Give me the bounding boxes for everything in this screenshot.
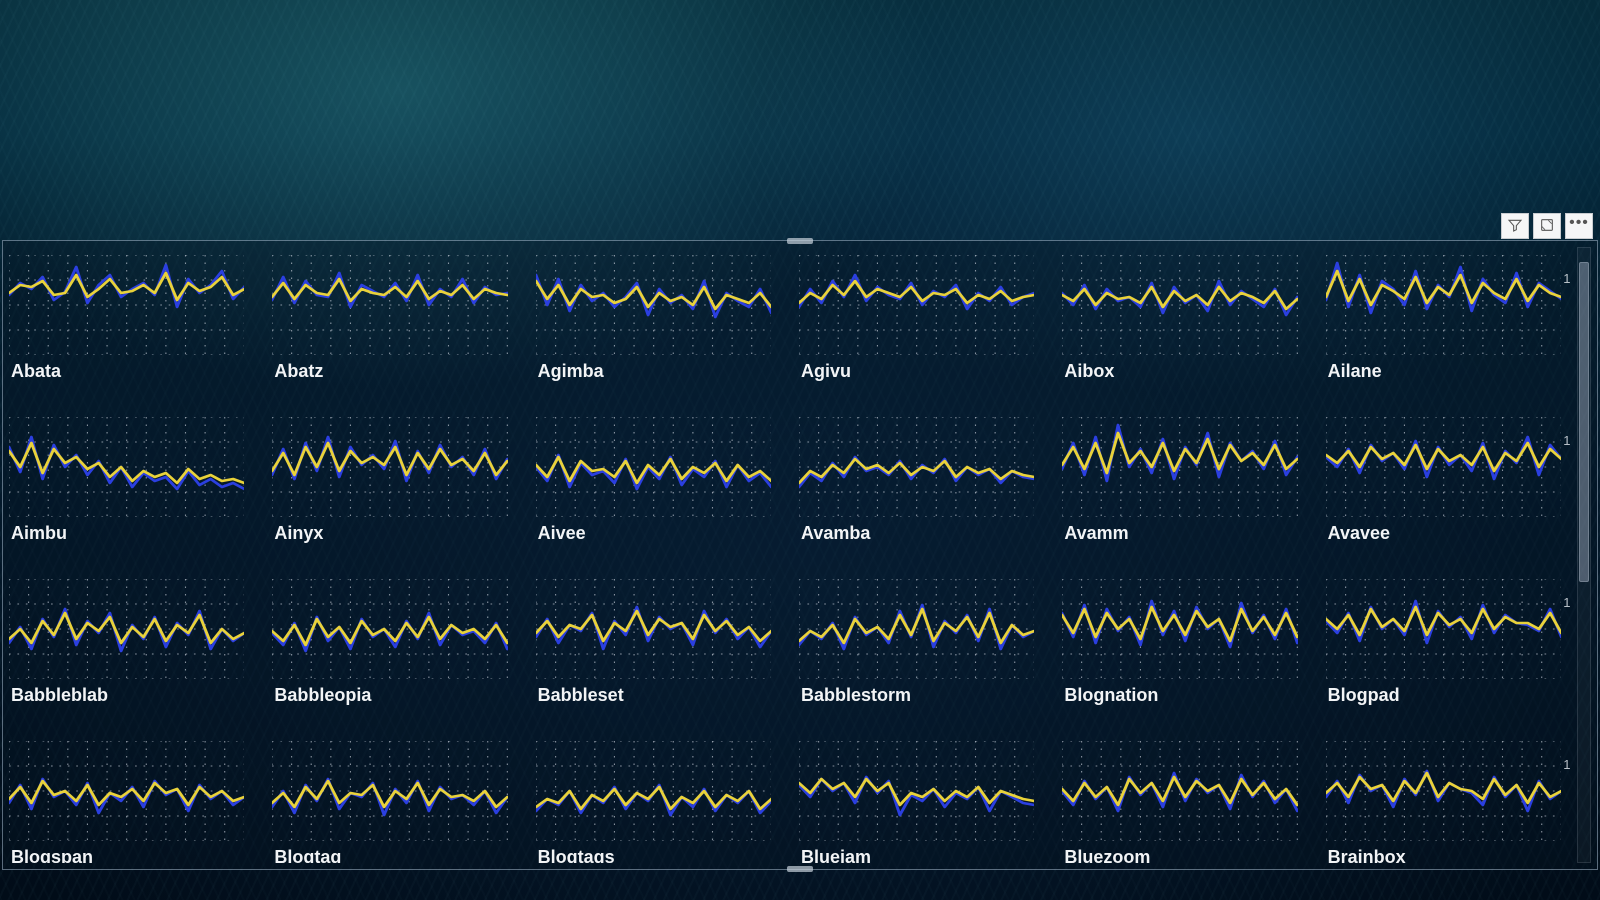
sparkline-cell[interactable]: Aibox: [1062, 249, 1297, 405]
sparkline-cell[interactable]: Babbleblab: [9, 573, 244, 729]
sparkline-cell[interactable]: Bluezoom: [1062, 735, 1297, 863]
sparkline-label: Babbleblab: [11, 685, 108, 706]
sparkline-label: Agimba: [538, 361, 604, 382]
sparkline-chart: [799, 255, 1034, 355]
sparkline-cell[interactable]: Ainyx: [272, 411, 507, 567]
sparkline-label: Abatz: [274, 361, 323, 382]
sparkline-label: Babblestorm: [801, 685, 911, 706]
sparkline-cell[interactable]: Avamba: [799, 411, 1034, 567]
y-axis-max: 100: [1563, 757, 1571, 772]
sparkline-label: Blogspan: [11, 847, 93, 863]
sparkline-label: Ainyx: [274, 523, 323, 544]
sparkline-chart: [799, 417, 1034, 517]
sparkline-cell[interactable]: Agimba: [536, 249, 771, 405]
sparkline-chart: [1062, 579, 1297, 679]
sparkline-chart: [1062, 417, 1297, 517]
sparkline-label: Brainbox: [1328, 847, 1406, 863]
sparkline-chart: [9, 417, 244, 517]
sparkline-chart: [1326, 255, 1561, 355]
sparkline-label: Aivee: [538, 523, 586, 544]
scrollbar-thumb[interactable]: [1579, 262, 1589, 582]
resize-handle-top[interactable]: [787, 238, 813, 244]
sparkline-chart: [9, 579, 244, 679]
sparkline-label: Bluezoom: [1064, 847, 1150, 863]
sparkline-label: Avavee: [1328, 523, 1390, 544]
sparkline-label: Ailane: [1328, 361, 1382, 382]
sparkline-cell[interactable]: Blogpad100 0: [1326, 573, 1561, 729]
sparkline-label: Babbleopia: [274, 685, 371, 706]
sparkline-chart: [536, 741, 771, 841]
sparkline-cell[interactable]: Babbleset: [536, 573, 771, 729]
focus-icon: [1539, 217, 1555, 236]
sparkline-chart: [1062, 741, 1297, 841]
sparkline-chart: [536, 255, 771, 355]
sparkline-cell[interactable]: Abatz: [272, 249, 507, 405]
sparkline-label: Aibox: [1064, 361, 1114, 382]
sparkline-chart: [1326, 579, 1561, 679]
vertical-scrollbar[interactable]: [1577, 247, 1591, 863]
sparkline-label: Avamm: [1064, 523, 1128, 544]
sparkline-chart: [9, 741, 244, 841]
sparkline-cell[interactable]: Agivu: [799, 249, 1034, 405]
sparkline-cell[interactable]: Blogspan: [9, 735, 244, 863]
resize-handle-bottom[interactable]: [787, 866, 813, 872]
sparkline-grid: Abata Abatz Agimba Agivu: [7, 247, 1571, 863]
sparkline-label: Aimbu: [11, 523, 67, 544]
sparkline-cell[interactable]: Blogtags: [536, 735, 771, 863]
sparkline-label: Bluejam: [801, 847, 871, 863]
sparkline-label: Avamba: [801, 523, 870, 544]
sparkline-label: Abata: [11, 361, 61, 382]
sparkline-chart: [1326, 741, 1561, 841]
panel-body: Abata Abatz Agimba Agivu: [7, 247, 1571, 863]
sparkline-label: Babbleset: [538, 685, 624, 706]
sparklines-panel: ••• Abata Abatz: [2, 240, 1598, 870]
sparkline-cell[interactable]: Avamm: [1062, 411, 1297, 567]
sparkline-cell[interactable]: Brainbox100 0: [1326, 735, 1561, 863]
sparkline-chart: [9, 255, 244, 355]
sparkline-cell[interactable]: Aimbu: [9, 411, 244, 567]
filter-icon: [1507, 217, 1523, 236]
panel-toolbar: •••: [1501, 213, 1593, 239]
sparkline-chart: [536, 579, 771, 679]
sparkline-chart: [1062, 255, 1297, 355]
sparkline-cell[interactable]: Aivee: [536, 411, 771, 567]
sparkline-chart: [799, 741, 1034, 841]
sparkline-chart: [536, 417, 771, 517]
sparkline-cell[interactable]: Avavee100 0: [1326, 411, 1561, 567]
sparkline-label: Blognation: [1064, 685, 1158, 706]
sparkline-chart: [272, 255, 507, 355]
sparkline-cell[interactable]: Bluejam: [799, 735, 1034, 863]
sparkline-chart: [272, 741, 507, 841]
y-axis-max: 100: [1563, 595, 1571, 610]
sparkline-chart: [272, 417, 507, 517]
sparkline-cell[interactable]: Blogtag: [272, 735, 507, 863]
filter-button[interactable]: [1501, 213, 1529, 239]
sparkline-label: Blogtag: [274, 847, 341, 863]
y-axis-max: 100: [1563, 271, 1571, 286]
sparkline-cell[interactable]: Babblestorm: [799, 573, 1034, 729]
more-icon: •••: [1569, 223, 1589, 229]
sparkline-label: Blogtags: [538, 847, 615, 863]
sparkline-chart: [272, 579, 507, 679]
sparkline-cell[interactable]: Babbleopia: [272, 573, 507, 729]
sparkline-label: Blogpad: [1328, 685, 1400, 706]
focus-mode-button[interactable]: [1533, 213, 1561, 239]
sparkline-label: Agivu: [801, 361, 851, 382]
y-axis-max: 100: [1563, 433, 1571, 448]
sparkline-cell[interactable]: Blognation: [1062, 573, 1297, 729]
sparkline-cell[interactable]: Abata: [9, 249, 244, 405]
sparkline-chart: [1326, 417, 1561, 517]
sparkline-cell[interactable]: Ailane100 0: [1326, 249, 1561, 405]
sparkline-chart: [799, 579, 1034, 679]
more-options-button[interactable]: •••: [1565, 213, 1593, 239]
